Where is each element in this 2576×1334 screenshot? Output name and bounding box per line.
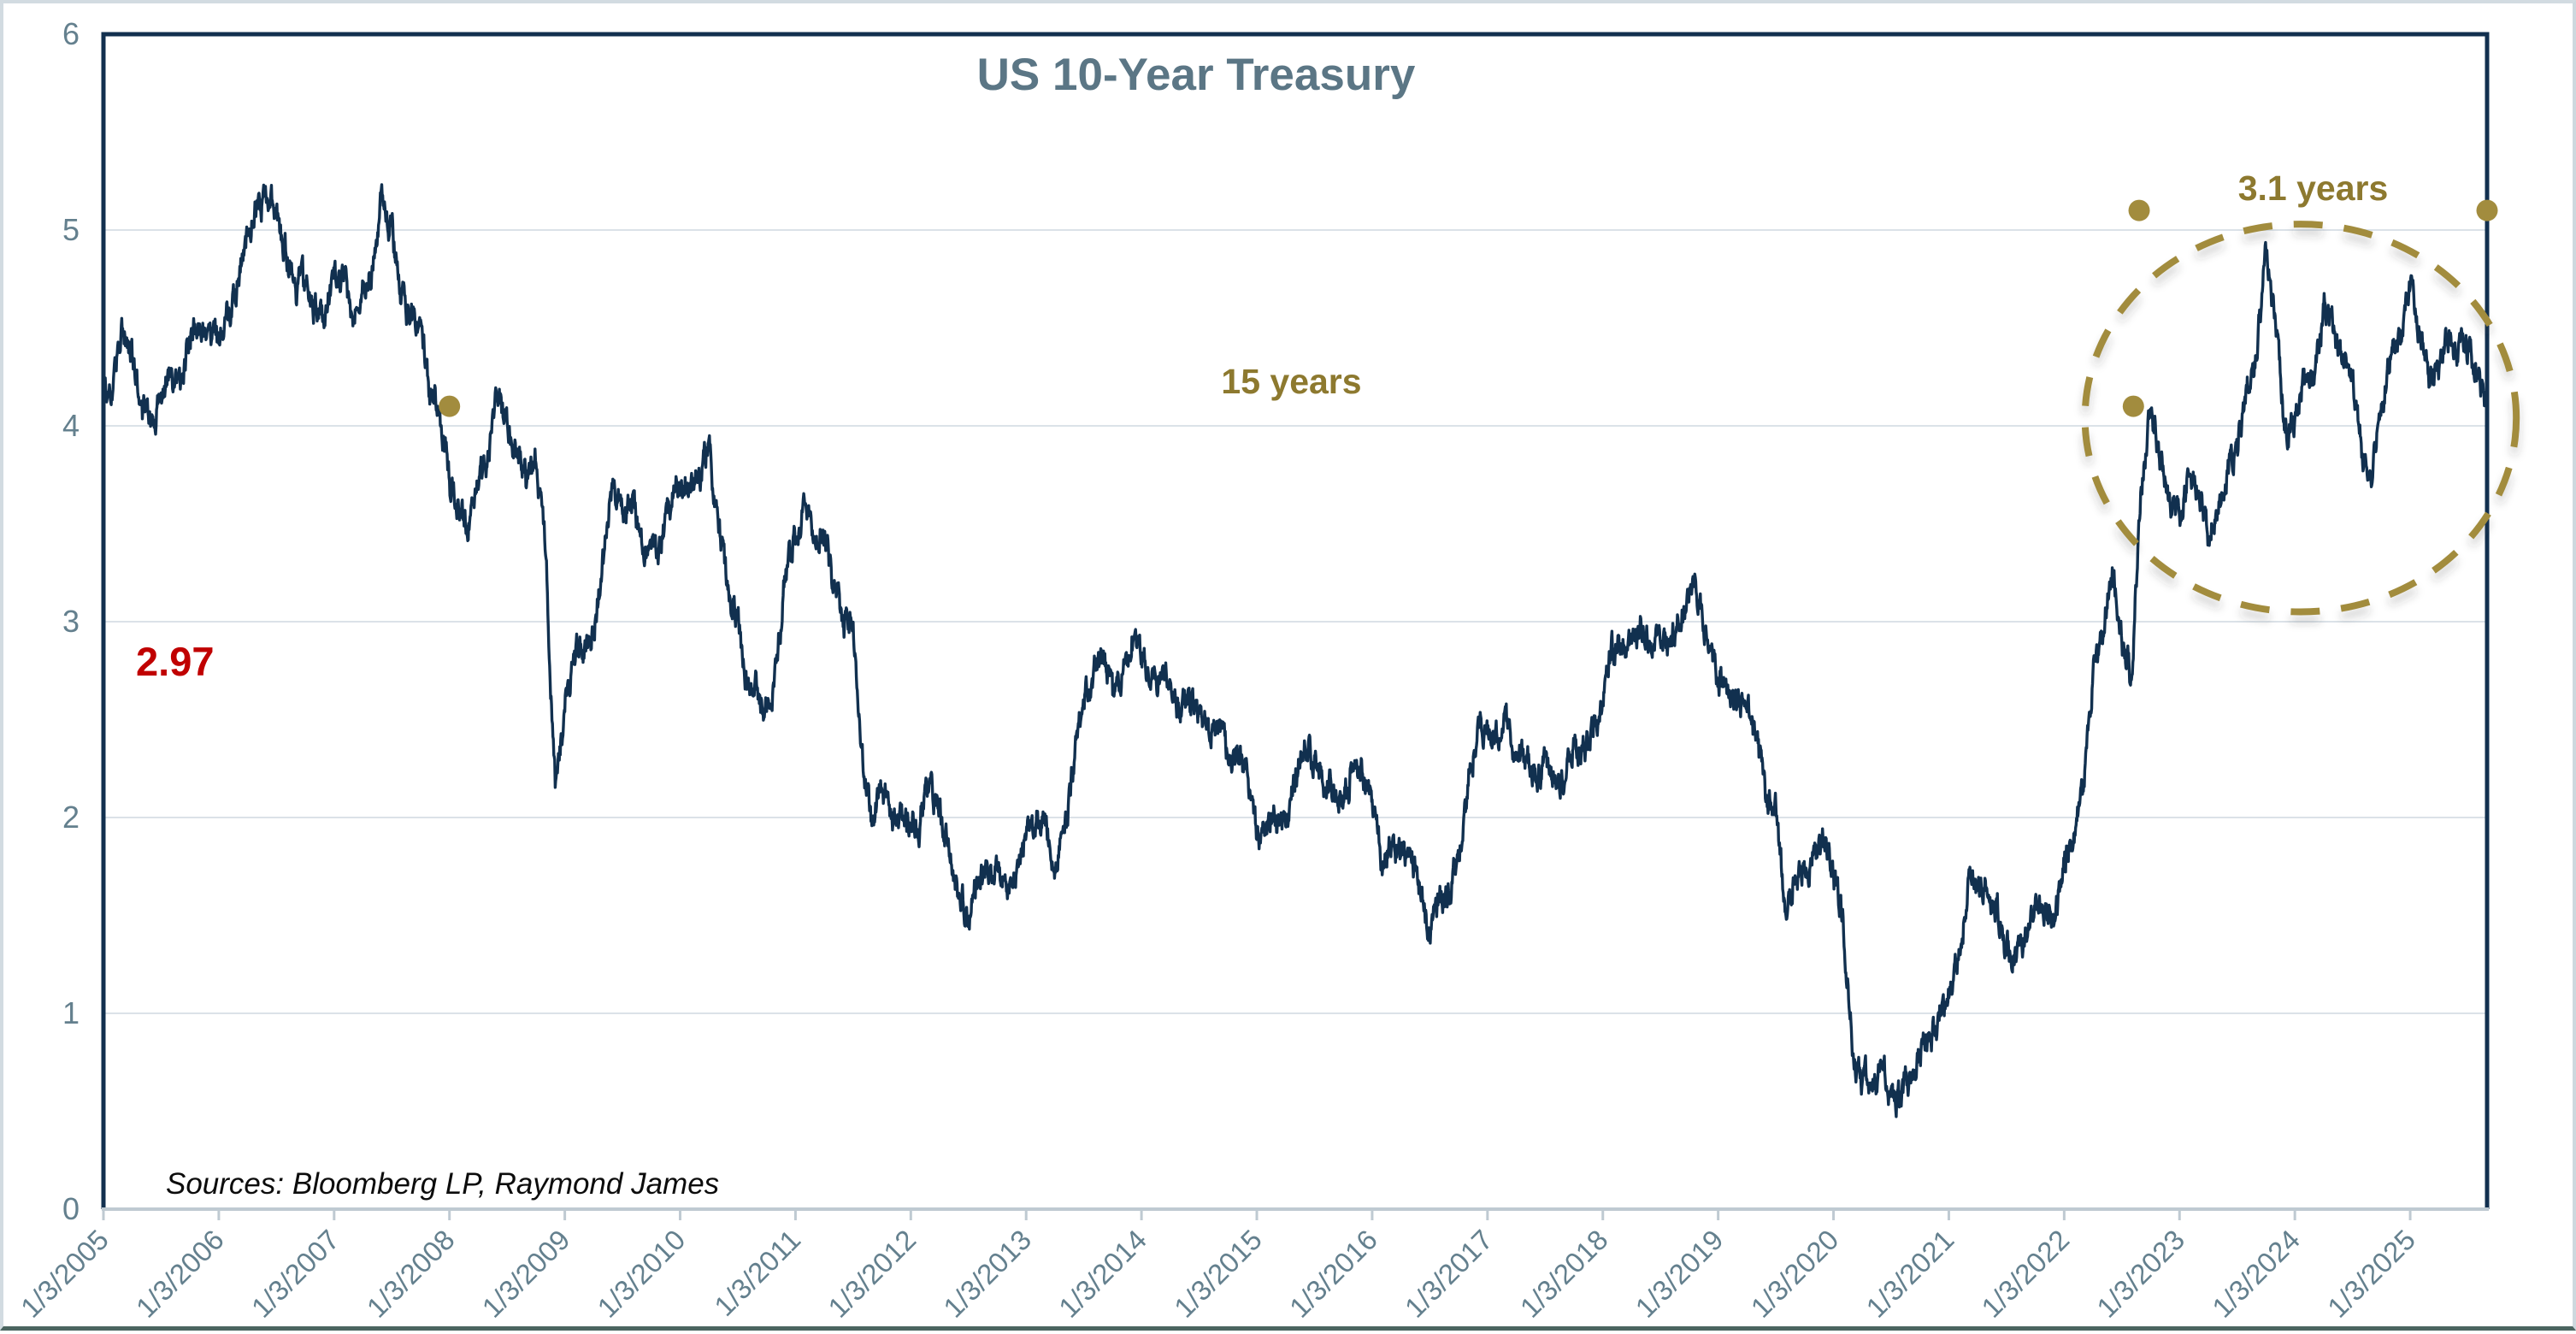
x-axis-label: 1/3/2012	[822, 1224, 922, 1324]
x-axis-label: 1/3/2007	[245, 1224, 345, 1324]
y-axis-label: 1	[62, 995, 80, 1030]
span-15-years-label: 15 years	[1221, 362, 1361, 401]
x-axis-label: 1/3/2018	[1514, 1224, 1614, 1324]
treasury-yield-chart: 2.97 15 years 3.1 years US 10-Year Treas…	[15, 16, 2520, 1324]
x-axis-label: 1/3/2011	[708, 1224, 806, 1322]
x-axis-label: 1/3/2009	[476, 1224, 576, 1324]
span-endpoint-dot	[2122, 395, 2144, 417]
x-axis-label: 1/3/2024	[2206, 1224, 2306, 1324]
span-3-1-years-label: 3.1 years	[2238, 168, 2389, 208]
y-axis-label: 4	[62, 408, 80, 443]
reference-value-label: 2.97	[136, 639, 214, 684]
span-endpoint-dots	[439, 199, 2498, 417]
x-axis-label: 1/3/2017	[1399, 1224, 1499, 1324]
y-axis-labels: 0 1 2 3 4 5 6	[62, 16, 80, 1226]
x-axis-label: 1/3/2013	[937, 1224, 1037, 1324]
span-endpoint-dot	[2128, 199, 2150, 221]
gridlines	[103, 229, 2487, 1014]
axes	[101, 32, 2490, 1220]
y-axis-label: 3	[62, 604, 80, 639]
x-axis-label: 1/3/2010	[591, 1224, 691, 1324]
x-axis-label: 1/3/2015	[1168, 1224, 1268, 1324]
y-axis-label: 2	[62, 800, 80, 835]
chart-title: US 10-Year Treasury	[977, 50, 1416, 100]
span-endpoint-dot	[2476, 199, 2498, 221]
x-axis-label: 1/3/2005	[15, 1224, 115, 1324]
x-axis-label: 1/3/2014	[1052, 1224, 1152, 1324]
x-axis-label: 1/3/2016	[1283, 1224, 1383, 1324]
y-axis-label: 5	[62, 212, 80, 247]
x-axis-label: 1/3/2023	[2090, 1224, 2190, 1324]
highlight-ellipse	[2081, 221, 2520, 616]
x-axis-label: 1/3/2006	[130, 1224, 230, 1324]
x-axis-label: 1/3/2025	[2321, 1224, 2421, 1324]
x-axis-label: 1/3/2008	[361, 1224, 461, 1324]
y-axis-label: 0	[62, 1191, 80, 1226]
y-axis-label: 6	[62, 16, 80, 51]
span-endpoint-dot	[439, 395, 461, 417]
x-axis-label: 1/3/2022	[1975, 1224, 2075, 1324]
x-axis-labels: 1/3/2005 1/3/2006 1/3/2007 1/3/2008 1/3/2009…	[15, 1224, 2421, 1324]
x-axis-label: 1/3/2019	[1630, 1224, 1730, 1324]
plot-frame	[101, 32, 2490, 1209]
x-axis-label: 1/3/2021	[1860, 1224, 1960, 1324]
source-note: Sources: Bloomberg LP, Raymond James	[166, 1167, 719, 1201]
yield-series-line	[102, 183, 2489, 1119]
x-axis-label: 1/3/2020	[1744, 1224, 1844, 1324]
